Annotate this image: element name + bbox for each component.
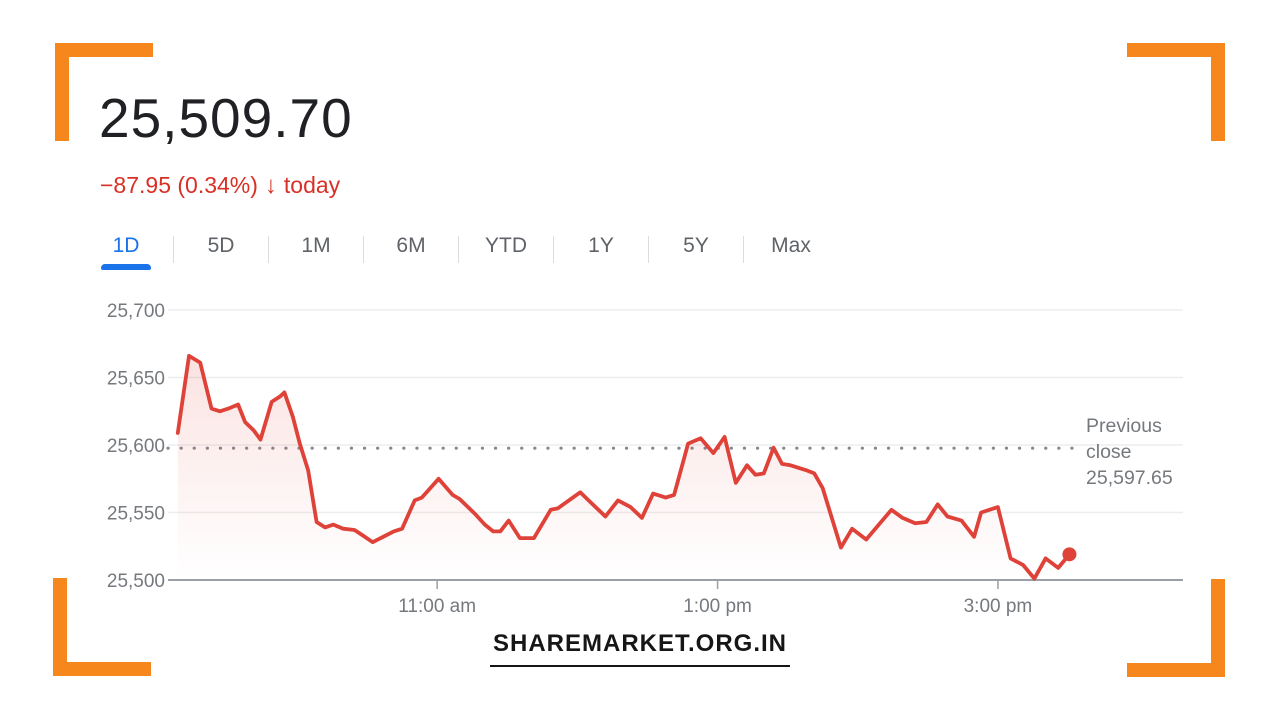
tab-6m[interactable]: 6M [364,229,458,270]
frame-corner-top-right [1127,43,1225,141]
tab-1m[interactable]: 1M [269,229,363,270]
y-axis-label: 25,600 [107,436,165,457]
frame-corner-bottom-right [1127,579,1225,677]
x-axis-label: 1:00 pm [683,596,752,617]
y-axis-label: 25,700 [107,301,165,322]
tab-separator [458,236,459,263]
previous-close-label: Previous [1086,415,1162,437]
tab-ytd[interactable]: YTD [459,229,553,270]
tab-separator [648,236,649,263]
previous-close-label: close [1086,441,1132,463]
x-axis-label: 11:00 am [398,596,476,617]
price-change-row: −87.95 (0.34%) ↓ today [100,171,341,200]
price-change-value: −87.95 (0.34%) [100,171,258,198]
x-axis-label: 3:00 pm [964,596,1033,617]
tab-1y[interactable]: 1Y [554,229,648,270]
tab-1d[interactable]: 1D [79,229,173,270]
frame-corner-top-left [55,43,153,141]
tab-separator [173,236,174,263]
frame-corner-bottom-left [53,578,151,676]
price-line [175,354,1072,581]
previous-close-label: 25,597.65 [1086,467,1173,489]
tab-max[interactable]: Max [744,229,838,270]
y-axis-label: 25,650 [107,369,165,390]
tab-separator [743,236,744,263]
tab-5y[interactable]: 5Y [649,229,743,270]
price-area [177,355,1070,580]
tab-separator [363,236,364,263]
tab-separator [553,236,554,263]
tab-separator [268,236,269,263]
watermark-text: SHAREMARKET.ORG.IN [489,630,791,667]
price-change-period: today [283,171,341,198]
latest-point-dot [1062,547,1077,562]
current-price: 25,509.70 [99,87,353,149]
range-tabs: 1D 5D 1M 6M YTD 1Y 5Y Max [79,229,838,270]
y-axis-label: 25,550 [107,504,165,525]
tab-5d[interactable]: 5D [174,229,268,270]
down-arrow-icon: ↓ [264,172,277,199]
